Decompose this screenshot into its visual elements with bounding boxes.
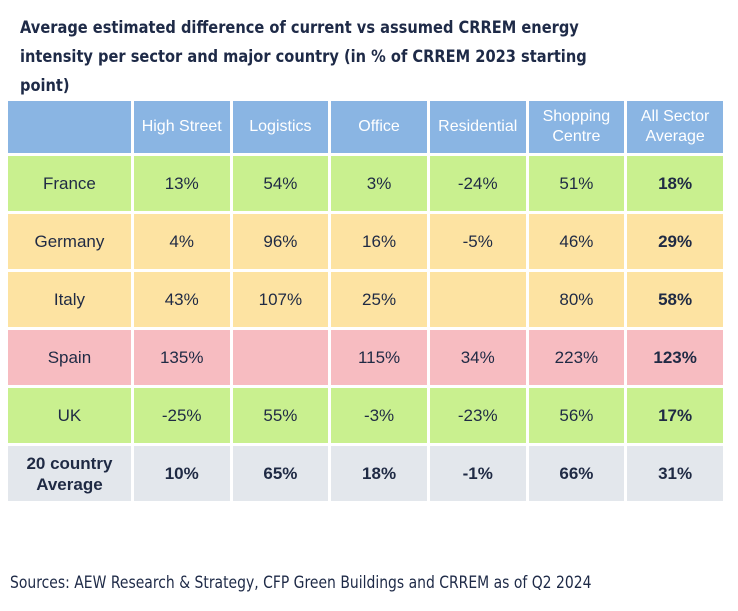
table-cell: 34% <box>429 330 526 385</box>
data-table: High Street Logistics Office Residential Sho… <box>5 98 726 504</box>
table-body: France 13% 54% 3% -24% 51% 18% Germany 4% 96% 16% -… <box>8 156 723 501</box>
column-header: Office <box>331 101 427 153</box>
table-cell: 51% <box>528 156 625 211</box>
row-label: 20 country Average <box>8 446 131 501</box>
sector-average-cell: 123% <box>627 330 723 385</box>
table-cell: 10% <box>133 446 230 501</box>
column-header: High Street <box>133 101 230 153</box>
table-cell: -5% <box>429 214 526 269</box>
sector-average-cell: 17% <box>627 388 723 443</box>
row-label: Germany <box>8 214 131 269</box>
table-cell: 18% <box>331 446 427 501</box>
row-label: Italy <box>8 272 131 327</box>
table-cell: 3% <box>331 156 427 211</box>
table-cell: -23% <box>429 388 526 443</box>
table-cell: 66% <box>528 446 625 501</box>
row-label: France <box>8 156 131 211</box>
header-row: High Street Logistics Office Residential Sho… <box>8 101 723 153</box>
table-row: Spain 135% 115% 34% 223% 123% <box>8 330 723 385</box>
table-cell: -3% <box>331 388 427 443</box>
chart-title: Average estimated difference of current … <box>20 18 587 96</box>
table-cell: 55% <box>232 388 329 443</box>
table-cell: 4% <box>133 214 230 269</box>
table-cell: -25% <box>133 388 230 443</box>
table-cell: 13% <box>133 156 230 211</box>
sector-average-cell: 31% <box>627 446 723 501</box>
table-cell <box>232 330 329 385</box>
table-cell: 56% <box>528 388 625 443</box>
column-header: Logistics <box>232 101 329 153</box>
source-note: Sources: AEW Research & Strategy, CFP Gr… <box>10 573 592 593</box>
table-row: Germany 4% 96% 16% -5% 46% 29% <box>8 214 723 269</box>
table-cell: 16% <box>331 214 427 269</box>
table-cell: 115% <box>331 330 427 385</box>
header-corner <box>8 101 131 153</box>
table-cell: 223% <box>528 330 625 385</box>
column-header: All Sector Average <box>627 101 723 153</box>
table-cell: 54% <box>232 156 329 211</box>
average-row: 20 country Average 10% 65% 18% -1% 66% 31% <box>8 446 723 501</box>
table-cell: -1% <box>429 446 526 501</box>
table-cell: 43% <box>133 272 230 327</box>
table-cell: 46% <box>528 214 625 269</box>
column-header: Residential <box>429 101 526 153</box>
sector-average-cell: 18% <box>627 156 723 211</box>
table-row: UK -25% 55% -3% -23% 56% 17% <box>8 388 723 443</box>
column-header: Shopping Centre <box>528 101 625 153</box>
sector-average-cell: 29% <box>627 214 723 269</box>
table-cell: 135% <box>133 330 230 385</box>
row-label: Spain <box>8 330 131 385</box>
table-cell: 96% <box>232 214 329 269</box>
table-cell: 80% <box>528 272 625 327</box>
table-cell: 25% <box>331 272 427 327</box>
table-row: Italy 43% 107% 25% 80% 58% <box>8 272 723 327</box>
sector-average-cell: 58% <box>627 272 723 327</box>
table-cell: 65% <box>232 446 329 501</box>
row-label: UK <box>8 388 131 443</box>
table-row: France 13% 54% 3% -24% 51% 18% <box>8 156 723 211</box>
table-cell <box>429 272 526 327</box>
table-cell: 107% <box>232 272 329 327</box>
table-cell: -24% <box>429 156 526 211</box>
